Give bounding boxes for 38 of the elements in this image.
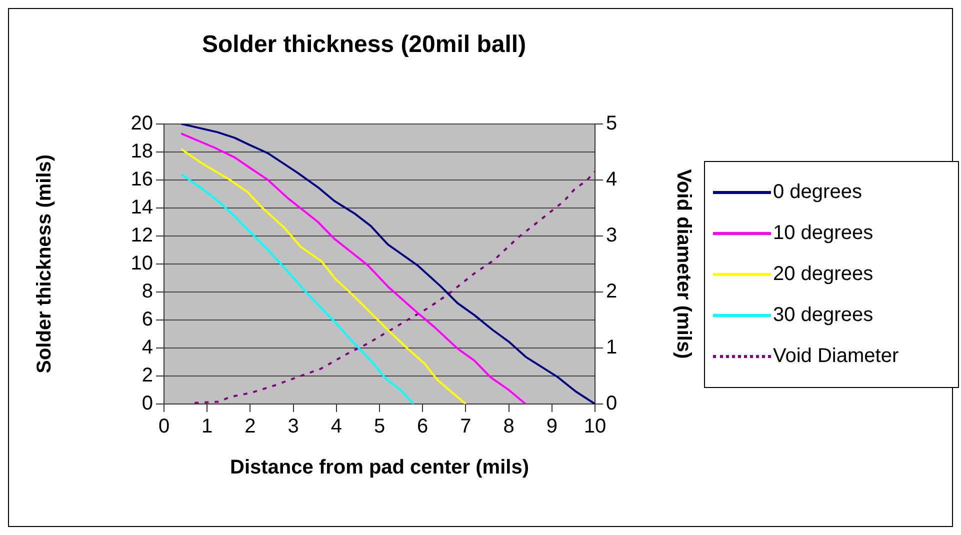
y2-tick-label: 3 xyxy=(606,224,618,246)
y-tick-label: 16 xyxy=(130,168,153,190)
legend-label: 30 degrees xyxy=(773,304,874,327)
y-tick-label: 0 xyxy=(142,392,153,415)
x-tick-label: 0 xyxy=(158,416,170,438)
y2-tick-label: 4 xyxy=(606,168,618,190)
y-tick-label: 4 xyxy=(142,336,153,358)
y-axis-title: Solder thickness (mils) xyxy=(34,154,56,374)
legend-label: Void Diameter xyxy=(773,345,899,368)
y-tick-label: 2 xyxy=(142,364,153,386)
y2-tick-label: 5 xyxy=(606,112,618,134)
y-tick-label: 20 xyxy=(130,112,153,134)
y-tick-label: 10 xyxy=(130,252,153,274)
y2-tick-label: 1 xyxy=(606,336,618,358)
x-tick-label: 7 xyxy=(460,416,472,438)
y-tick-label: 6 xyxy=(142,308,153,330)
x-tick-label: 6 xyxy=(417,416,428,438)
x-tick-label: 10 xyxy=(584,416,606,438)
y-tick-label: 14 xyxy=(130,196,153,218)
legend-label: 10 degrees xyxy=(773,222,874,245)
y-tick-label: 18 xyxy=(130,140,153,162)
y2-axis-title: Void diameter (mils) xyxy=(672,169,694,359)
y2-tick-label: 2 xyxy=(606,280,618,302)
x-tick-label: 1 xyxy=(202,416,213,438)
y-tick-label: 8 xyxy=(142,280,153,302)
x-axis-title: Distance from pad center (mils) xyxy=(230,456,529,479)
y2-tick-label: 0 xyxy=(606,392,618,415)
line-series xyxy=(194,170,595,404)
x-tick-label: 5 xyxy=(374,416,386,438)
x-tick-label: 8 xyxy=(503,416,514,438)
chart-title: Solder thickness (20mil ball) xyxy=(202,31,526,58)
x-tick-label: 4 xyxy=(330,416,342,438)
x-tick-label: 2 xyxy=(244,416,256,438)
legend-label: 20 degrees xyxy=(773,263,874,286)
x-tick-label: 9 xyxy=(546,416,558,438)
y-tick-label: 12 xyxy=(130,224,153,246)
x-tick-label: 3 xyxy=(288,416,299,438)
legend-label: 0 degrees xyxy=(773,181,862,204)
